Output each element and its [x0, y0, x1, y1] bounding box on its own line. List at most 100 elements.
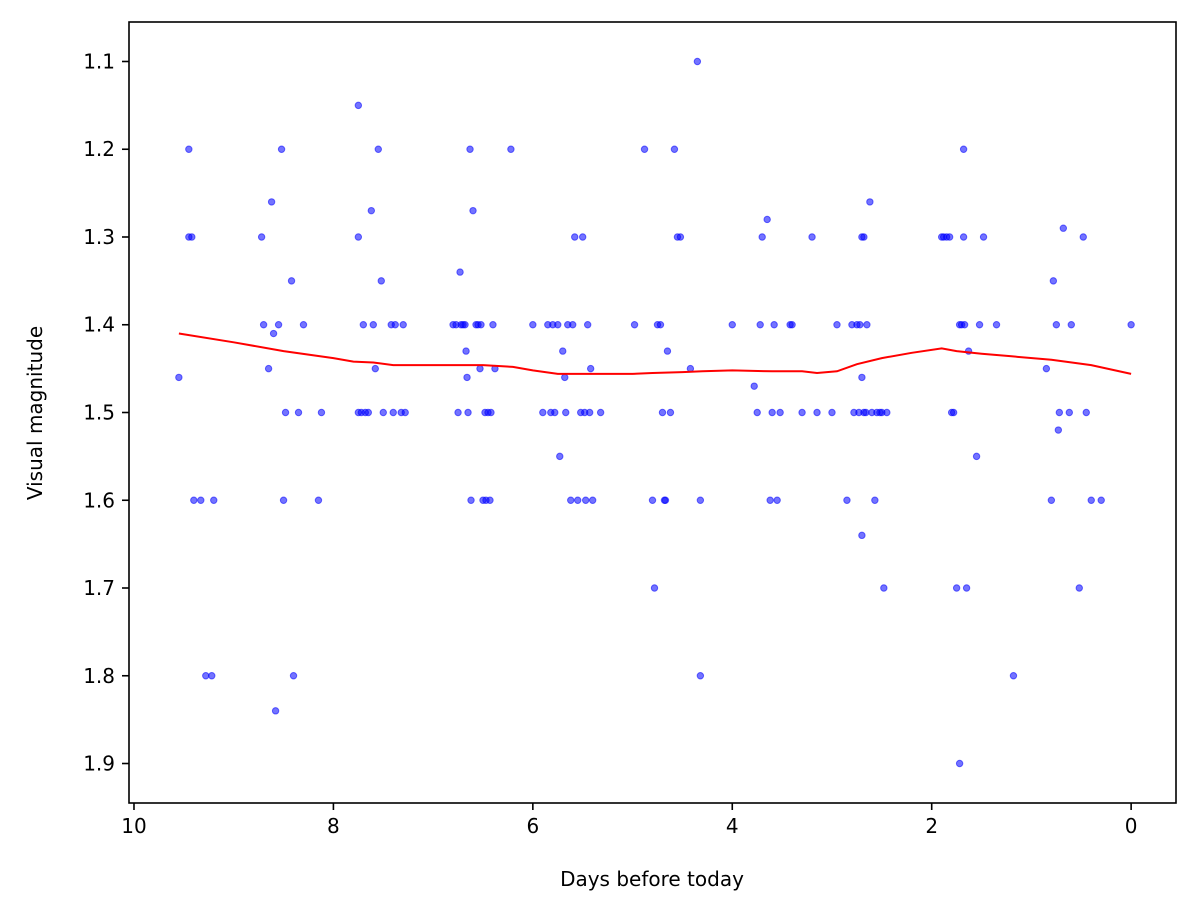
scatter-point — [1097, 496, 1105, 504]
scatter-point — [972, 452, 981, 461]
scatter-point — [571, 233, 579, 241]
scatter-point — [561, 373, 569, 382]
scatter-point — [585, 408, 594, 417]
scatter-point — [1087, 496, 1095, 504]
scatter-point — [1079, 233, 1087, 241]
scatter-point — [728, 321, 736, 329]
x-tick-label: 8 — [327, 814, 340, 838]
scatter-point — [1055, 408, 1064, 417]
scatter-point — [556, 452, 564, 461]
scatter-point — [862, 408, 870, 417]
scatter-point — [1067, 321, 1076, 329]
scatter-point — [650, 584, 659, 592]
scatter-point — [952, 584, 961, 592]
y-tick-label: 1.9 — [83, 752, 115, 776]
scatter-point — [259, 321, 268, 329]
scatter-point — [756, 321, 764, 329]
scatter-point — [379, 408, 387, 417]
scatter-point — [539, 408, 547, 417]
scatter-point — [670, 145, 679, 153]
scatter-point — [486, 496, 494, 504]
scatter-point — [640, 145, 649, 153]
scatter-point — [185, 145, 193, 153]
scatter-point — [766, 496, 774, 504]
scatter-point — [489, 321, 497, 329]
scatter-point — [507, 145, 515, 153]
y-tick-label: 1.4 — [83, 313, 115, 337]
trend-line — [178, 332, 1132, 375]
scatter-point — [377, 277, 385, 285]
scatter-point — [959, 233, 968, 241]
y-axis-label: Visual magnitude — [23, 326, 47, 500]
scatter-point — [992, 321, 1001, 329]
scatter-point — [367, 206, 376, 215]
y-tick-label: 1.8 — [83, 664, 115, 688]
scatter-point — [281, 408, 290, 417]
scatter-point — [401, 408, 409, 417]
scatter-point — [1042, 364, 1051, 373]
scatter-point — [661, 496, 670, 504]
scatter-point — [562, 408, 570, 417]
scatter-point — [833, 321, 841, 329]
scatter-point — [1049, 277, 1058, 285]
scatter-point — [579, 233, 587, 241]
scatter-point — [1075, 584, 1083, 592]
scatter-point — [559, 347, 567, 355]
scatter-point — [371, 364, 379, 373]
scatter-point — [461, 321, 469, 329]
y-tick-label: 1.7 — [83, 576, 115, 600]
scatter-point — [279, 496, 288, 504]
x-tick-label: 2 — [925, 814, 938, 838]
scatter-point — [871, 496, 879, 504]
scatter-point — [960, 321, 969, 329]
scatter-point — [586, 364, 595, 373]
y-axis-ticks: 1.1 1.2 1.3 1.4 1.5 1.6 1.7 1.8 1.9 — [83, 49, 129, 776]
scatter-point — [529, 321, 537, 329]
scatter-point — [666, 408, 675, 417]
scatter-point — [858, 373, 866, 382]
scatter-point — [477, 321, 485, 329]
scatter-point — [257, 233, 266, 241]
scatter-point — [962, 584, 971, 592]
scatter-point — [863, 321, 871, 329]
scatter-point — [758, 233, 766, 241]
scatter-point — [955, 759, 964, 768]
scatter-point — [763, 215, 771, 224]
scatter-point — [975, 321, 984, 329]
scatter-point — [1059, 224, 1068, 232]
scatter-point — [267, 198, 276, 206]
scatter-point — [463, 373, 471, 382]
scatter-point — [596, 408, 605, 417]
scatter-point — [880, 584, 888, 592]
scatter-point — [197, 496, 205, 504]
scatter-point — [202, 672, 210, 680]
scatter-point — [569, 321, 577, 329]
scatter-point — [883, 408, 891, 417]
axes-frame — [128, 21, 1177, 804]
scatter-point — [264, 364, 273, 373]
scatter-point — [949, 408, 958, 417]
scatter-point — [364, 408, 373, 417]
scatter-point — [208, 672, 216, 680]
scatter-point — [696, 672, 705, 680]
scatter-point — [1065, 408, 1074, 417]
x-axis-ticks: 10 8 6 4 2 0 — [121, 803, 1137, 838]
scatter-point — [294, 408, 303, 417]
scatter-point — [773, 496, 781, 504]
scatter-point — [269, 329, 278, 338]
scatter-point — [274, 321, 283, 329]
scatter-point — [277, 145, 286, 153]
y-tick-label: 1.3 — [83, 225, 115, 249]
scatter-point — [583, 321, 592, 329]
scatter-point — [476, 364, 484, 373]
scatter-point — [389, 408, 397, 417]
scatter-point — [374, 145, 382, 153]
scatter-point — [314, 496, 323, 504]
x-tick-label: 6 — [526, 814, 539, 838]
scatter-point — [696, 496, 705, 504]
scatter-point — [843, 496, 851, 504]
scatter-point — [866, 198, 874, 206]
scatter-point — [574, 496, 582, 504]
scatter-point — [856, 321, 864, 329]
